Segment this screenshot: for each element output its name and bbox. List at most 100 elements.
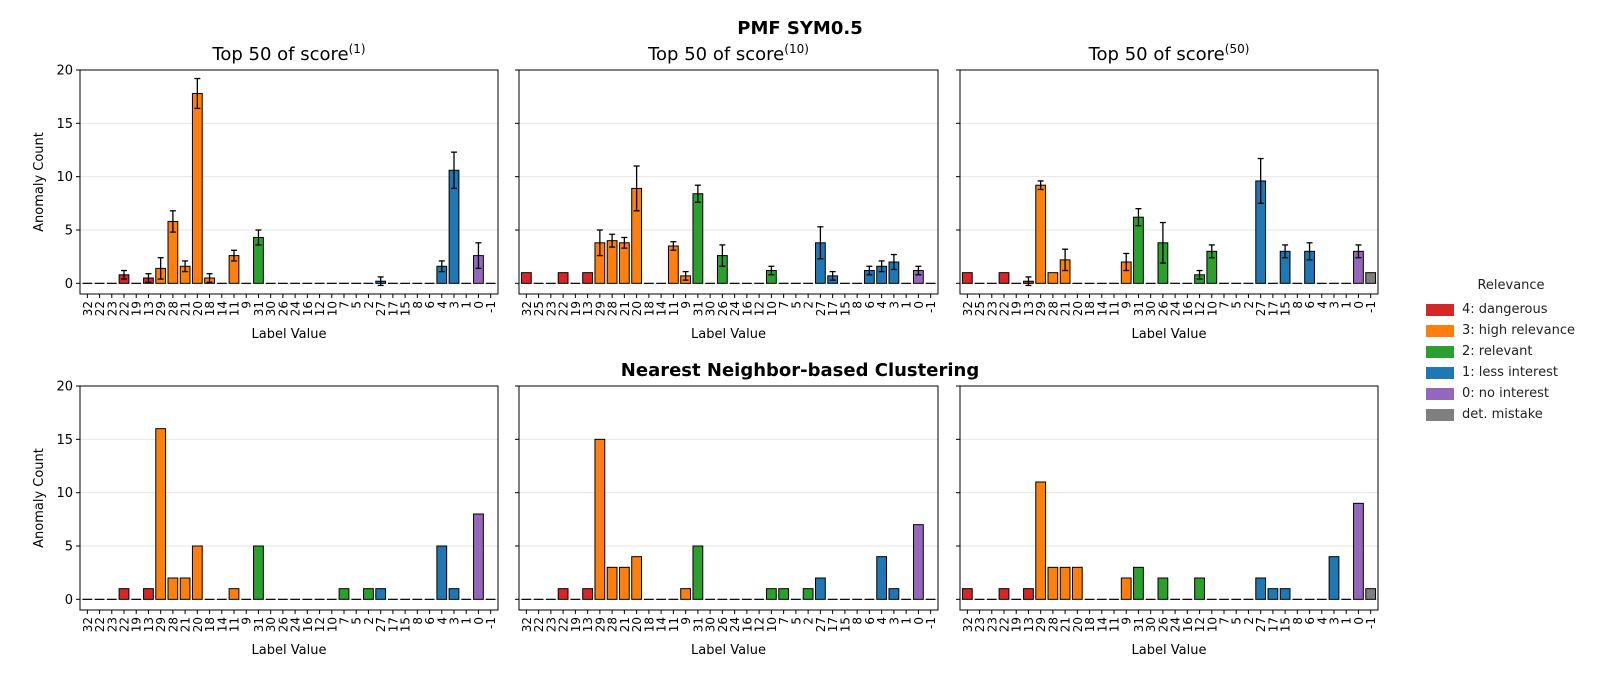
x-tick-label: 22 (998, 301, 1012, 316)
bar (179, 577, 191, 600)
x-tick-label: 27 (814, 617, 828, 632)
x-tick-label: -1 (1364, 617, 1378, 629)
x-tick-label: 30 (264, 617, 278, 632)
x-tick-label: 16 (740, 617, 754, 632)
bar (1365, 588, 1377, 600)
x-tick-label: 28 (1046, 301, 1060, 316)
y-axis-label: Anomaly Count (32, 132, 47, 232)
y-tick-label: 15 (56, 117, 73, 132)
x-tick-label: 1 (1340, 617, 1354, 625)
x-tick-label: 20 (1071, 617, 1085, 632)
bar (631, 556, 643, 600)
x-tick-label: 25 (973, 301, 987, 316)
x-tick-label: 13 (1022, 301, 1036, 316)
x-tick-label: 19 (569, 617, 583, 632)
x-tick-label: 31 (252, 301, 266, 316)
x-tick-label: 7 (1218, 617, 1232, 625)
x-tick-label: 20 (191, 301, 205, 316)
x-tick-label: 32 (81, 301, 95, 316)
x-tick-label: 23 (105, 301, 119, 316)
x-tick-label: 29 (154, 617, 168, 632)
axes-frame (79, 69, 499, 295)
x-tick-label: 24 (1169, 617, 1183, 632)
x-tick-label: 23 (544, 301, 558, 316)
bar (778, 588, 790, 600)
x-tick-label: 4 (435, 301, 449, 309)
legend: Relevance 4: dangerous 3: high relevance 2… (1426, 278, 1596, 425)
x-tick-label: 26 (276, 617, 290, 632)
x-axis-label: Label Value (252, 643, 327, 658)
x-tick-label: 27 (1254, 301, 1268, 316)
x-tick-label: 31 (691, 301, 705, 316)
x-tick-label: 7 (777, 617, 791, 625)
axes-frame (959, 69, 1379, 295)
bar (1071, 566, 1083, 600)
legend-item: 3: high relevance (1426, 320, 1596, 341)
x-tick-label: 0 (472, 301, 486, 309)
bar (1120, 577, 1132, 600)
x-tick-label: -1 (1364, 301, 1378, 313)
x-tick-label: 21 (179, 301, 193, 316)
x-tick-label: 13 (581, 301, 595, 316)
bar (338, 588, 350, 600)
x-tick-label: 27 (814, 301, 828, 316)
panel-title: Top 50 of score(1) (211, 42, 365, 65)
legend-label: 2: relevant (1462, 344, 1533, 359)
bar (118, 588, 130, 600)
x-tick-label: 16 (740, 301, 754, 316)
x-tick-label: 11 (667, 301, 681, 316)
x-tick-label: 2 (802, 617, 816, 625)
x-tick-label: 3 (1328, 301, 1342, 309)
x-tick-label: 9 (240, 301, 254, 309)
bar (802, 588, 814, 600)
x-tick-label: 16 (301, 617, 315, 632)
x-tick-label: 6 (1303, 617, 1317, 625)
x-tick-label: 18 (203, 301, 217, 316)
x-tick-label: 4 (875, 301, 889, 309)
x-tick-label: -1 (924, 617, 938, 629)
x-tick-label: 6 (423, 301, 437, 309)
x-tick-label: 8 (1291, 617, 1305, 625)
bar (557, 588, 569, 600)
x-tick-label: 27 (374, 301, 388, 316)
x-tick-label: 22 (93, 617, 107, 632)
legend-item: 4: dangerous (1426, 299, 1596, 320)
x-tick-label: 15 (1279, 301, 1293, 316)
x-tick-label: 8 (411, 301, 425, 309)
legend-item: det. mistake (1426, 404, 1596, 425)
x-tick-label: 24 (728, 617, 742, 632)
x-tick-label: 15 (399, 617, 413, 632)
x-tick-label: 14 (215, 617, 229, 632)
legend-item: 2: relevant (1426, 341, 1596, 362)
x-tick-label: 12 (753, 617, 767, 632)
panel-title-text: Top 50 of score (211, 44, 348, 65)
x-tick-label: 21 (618, 301, 632, 316)
bar (1133, 566, 1144, 600)
x-axis-label: Label Value (1132, 327, 1207, 342)
x-tick-label: 13 (1022, 617, 1036, 632)
x-tick-label: 10 (325, 617, 339, 632)
bar (436, 545, 448, 600)
x-tick-label: 9 (1120, 301, 1134, 309)
x-tick-label: 17 (826, 617, 840, 632)
x-tick-label: 18 (1083, 617, 1097, 632)
bar (155, 428, 167, 600)
x-tick-label: 29 (1034, 617, 1048, 632)
bar (1047, 272, 1059, 284)
x-tick-label: 7 (1218, 301, 1232, 309)
legend-swatch (1426, 366, 1454, 379)
legend-swatch (1426, 324, 1454, 337)
panel-title-superscript: (1) (349, 42, 366, 56)
axes-frame (518, 69, 939, 295)
x-tick-label: 23 (985, 617, 999, 632)
axes-frame (959, 385, 1379, 611)
x-tick-label: 1 (460, 617, 474, 625)
axes-frame (518, 385, 939, 611)
panel-title: Top 50 of score(50) (1088, 42, 1250, 65)
panel-title-text: Top 50 of score (1088, 44, 1225, 65)
x-tick-label: 21 (618, 617, 632, 632)
bar (912, 524, 924, 600)
x-tick-label: 11 (1108, 301, 1122, 316)
x-tick-label: 2 (1242, 617, 1256, 625)
x-tick-label: 28 (606, 301, 620, 316)
